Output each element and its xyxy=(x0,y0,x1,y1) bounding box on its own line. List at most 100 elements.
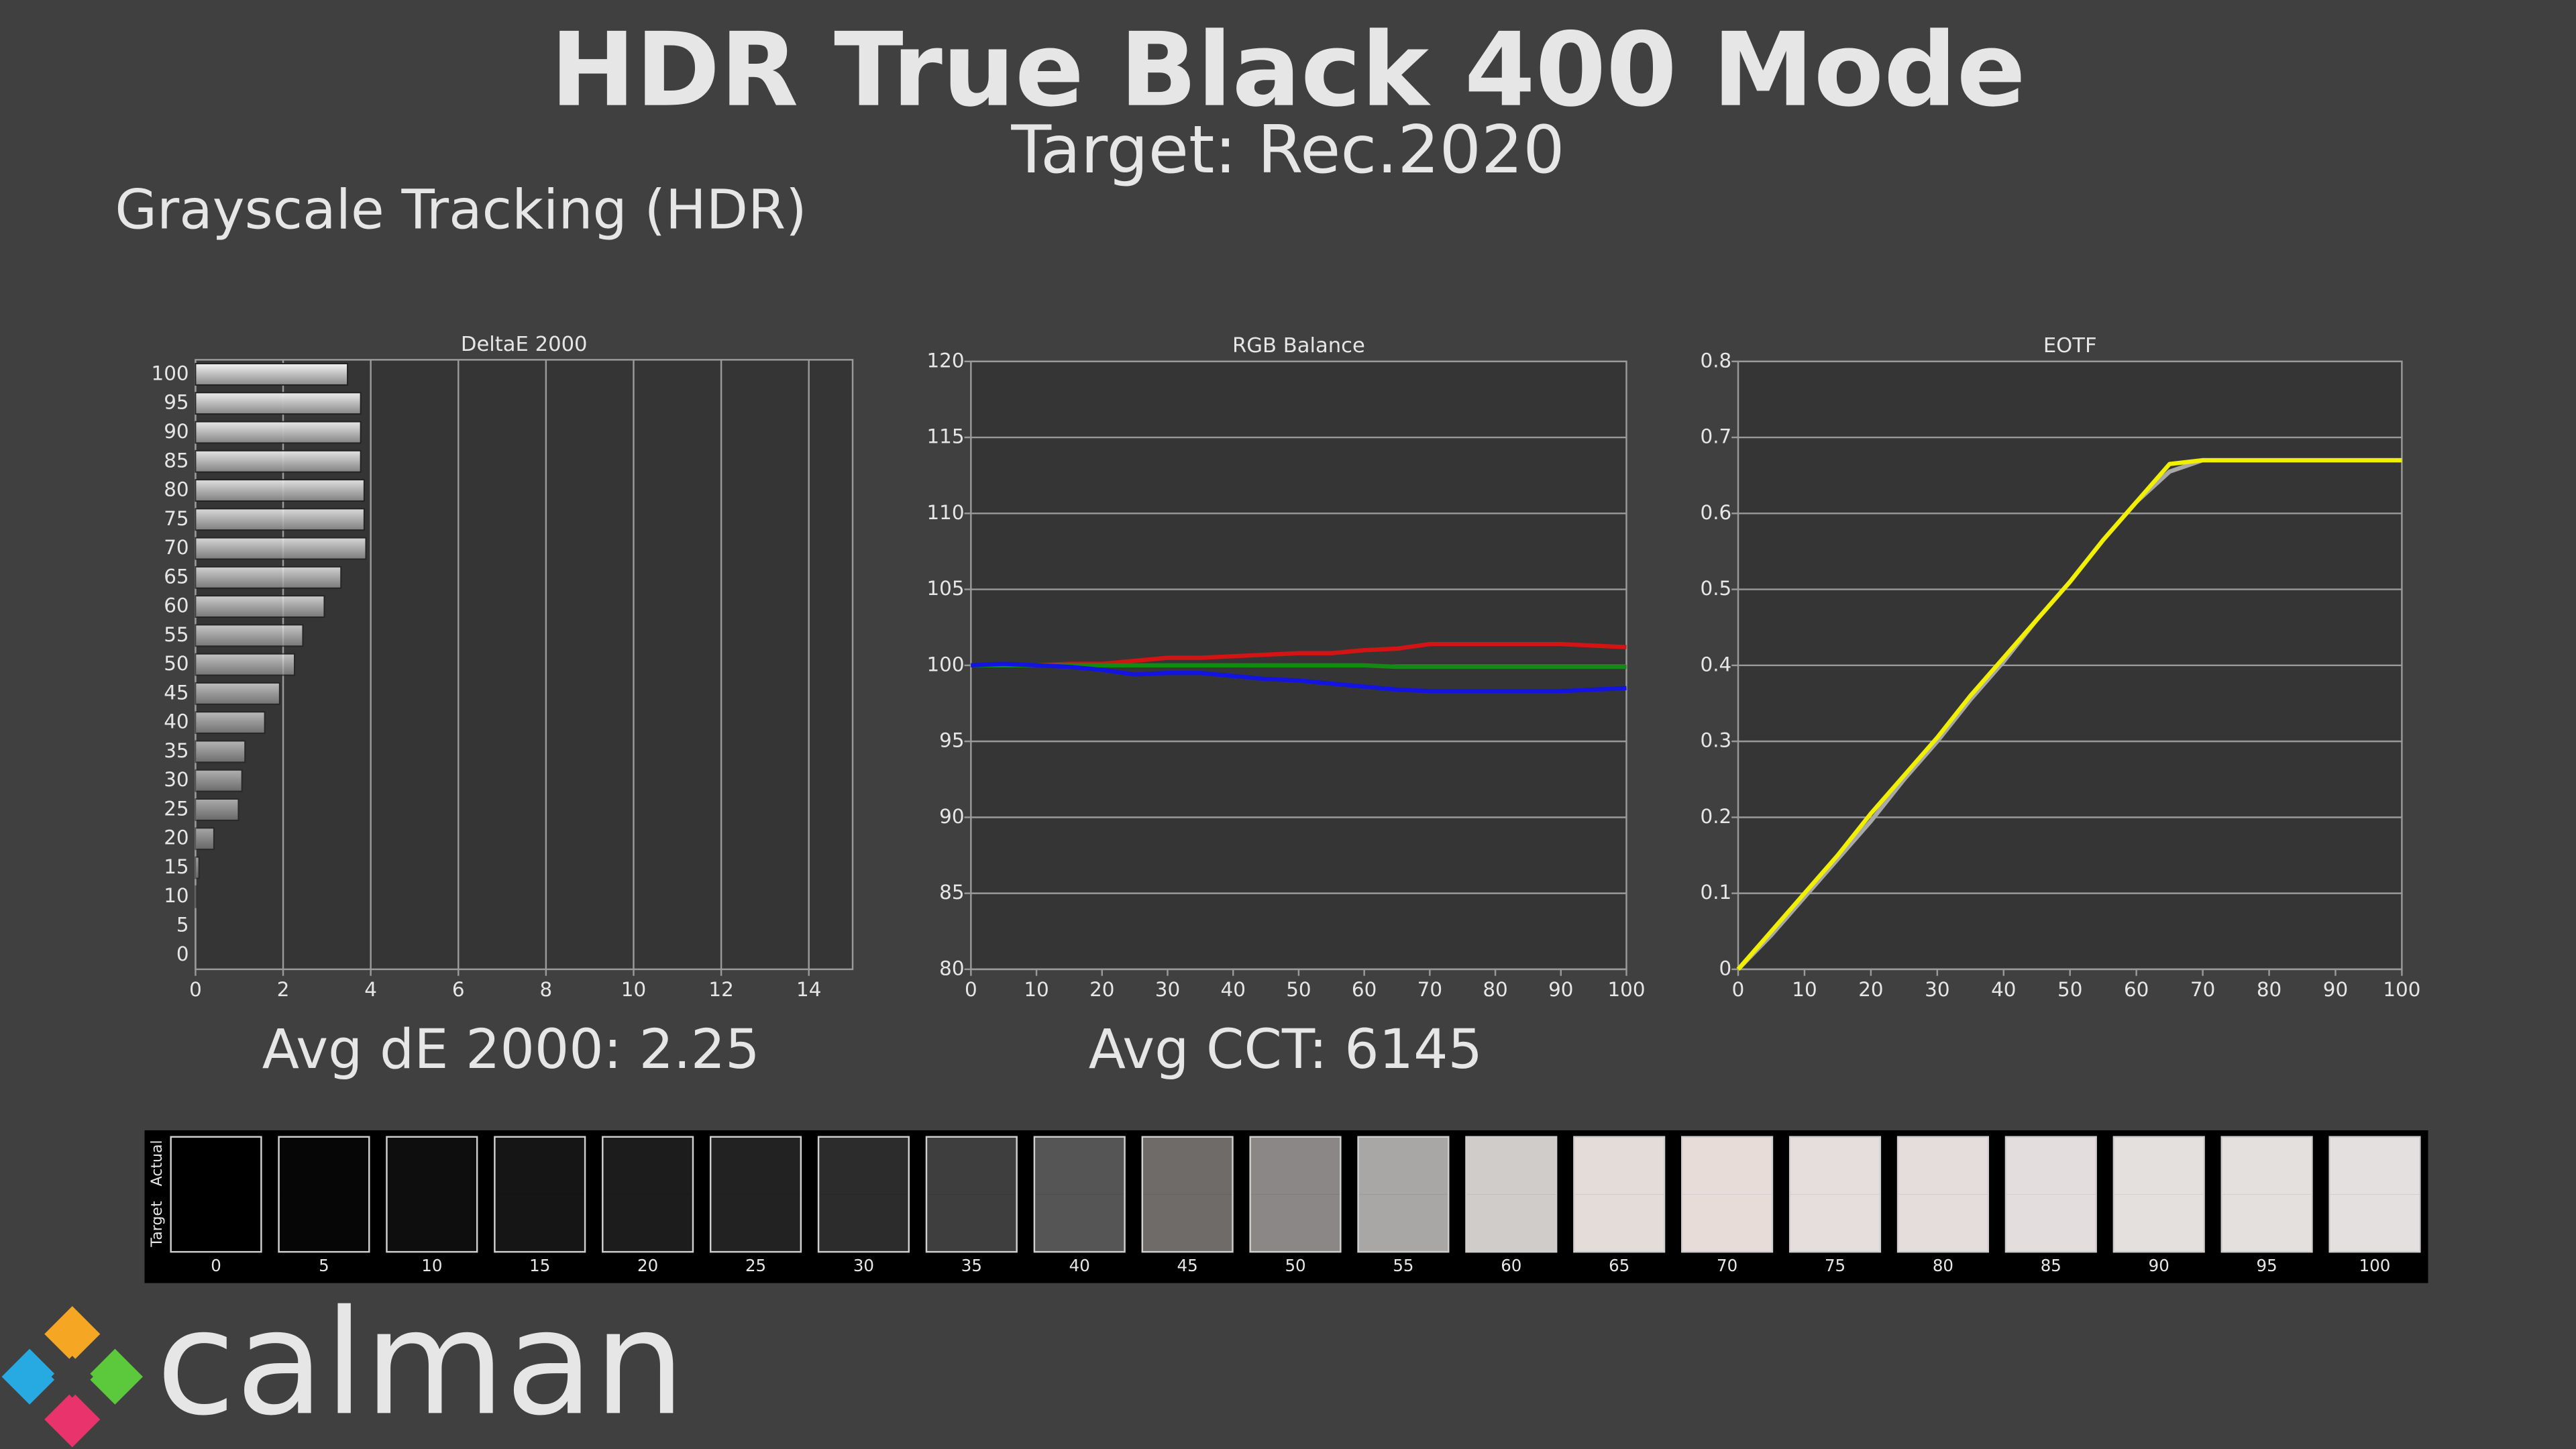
swatch-frame xyxy=(1681,1136,1774,1253)
series-line xyxy=(971,661,1627,694)
y-tick-label: 65 xyxy=(164,565,189,588)
y-tick-label: 0.5 xyxy=(1701,577,1732,600)
bar xyxy=(195,682,280,705)
x-tick-label: 30 xyxy=(1155,978,1180,1001)
y-tick-label: 55 xyxy=(164,623,189,646)
y-tick-label: 90 xyxy=(164,420,189,443)
y-tick-label: 0.7 xyxy=(1701,425,1732,448)
series-line xyxy=(971,663,1627,669)
chart-title: RGB Balance xyxy=(1232,334,1365,358)
x-tick-label: 50 xyxy=(2057,978,2082,1001)
swatch-actual xyxy=(1142,1136,1233,1195)
x-tick-label: 12 xyxy=(708,978,733,1001)
y-tick-label: 0.6 xyxy=(1701,501,1732,524)
swatch-actual xyxy=(1898,1136,1988,1195)
chart-title: DeltaE 2000 xyxy=(461,333,588,356)
swatch-actual xyxy=(1358,1136,1449,1195)
y-tick-label: 0.1 xyxy=(1701,881,1732,904)
subtitle: Target: Rec.2020 xyxy=(1010,112,1564,189)
swatch-label: 90 xyxy=(2149,1256,2169,1275)
swatch-actual xyxy=(1790,1136,1880,1195)
y-tick-label: 80 xyxy=(939,957,964,979)
y-tick-label: 5 xyxy=(176,913,189,936)
swatch-label: 20 xyxy=(637,1256,658,1275)
y-tick-label: 0.2 xyxy=(1701,805,1732,828)
x-tick-label: 30 xyxy=(1925,978,1949,1001)
swatch-actual xyxy=(1034,1136,1125,1195)
bar xyxy=(195,566,342,589)
x-tick-label: 60 xyxy=(1352,978,1377,1001)
y-tick-label: 0.4 xyxy=(1701,653,1732,676)
swatch-actual xyxy=(2005,1136,2096,1195)
title: HDR True Black 400 Mode xyxy=(550,11,2025,129)
y-tick-label: 95 xyxy=(164,391,189,414)
bar xyxy=(195,508,365,531)
bar xyxy=(195,595,325,618)
swatch-actual xyxy=(1466,1136,1557,1195)
y-tick-label: 45 xyxy=(164,681,189,704)
swatch-frame xyxy=(1788,1136,1882,1253)
x-tick-label: 100 xyxy=(2383,978,2420,1001)
swatch-target xyxy=(278,1194,370,1252)
swatch-frame xyxy=(1357,1136,1450,1253)
x-tick-label: 2 xyxy=(277,978,290,1001)
bar xyxy=(195,856,200,879)
swatch-frame xyxy=(1141,1136,1234,1253)
swatch-label: 70 xyxy=(1717,1256,1737,1275)
swatch-frame xyxy=(1249,1136,1342,1253)
bar xyxy=(195,711,266,735)
y-tick-label: 10 xyxy=(164,884,189,907)
swatch-actual xyxy=(386,1136,478,1195)
y-tick-label: 15 xyxy=(164,855,189,878)
swatch-label: 80 xyxy=(1933,1256,1953,1275)
swatch-target xyxy=(2221,1194,2312,1252)
x-tick-label: 100 xyxy=(1607,978,1645,1001)
y-tick-label: 90 xyxy=(939,805,964,828)
swatch-target xyxy=(1250,1194,1341,1252)
y-tick-label: 40 xyxy=(164,710,189,733)
swatch-actual xyxy=(1250,1136,1341,1195)
y-tick-label: 100 xyxy=(926,653,964,676)
y-tick-label: 85 xyxy=(164,449,189,472)
swatch-frame xyxy=(1896,1136,1989,1253)
swatch-frame xyxy=(602,1136,694,1253)
swatch-actual xyxy=(2113,1136,2204,1195)
swatch-label: 40 xyxy=(1069,1256,1090,1275)
swatch-actual xyxy=(494,1136,586,1195)
bar xyxy=(195,421,362,444)
swatch-label: 95 xyxy=(2257,1256,2277,1275)
swatch-label: 60 xyxy=(1501,1256,1521,1275)
bar xyxy=(195,624,304,647)
swatch-target xyxy=(926,1194,1017,1252)
x-tick-label: 0 xyxy=(965,978,977,1001)
swatch-target xyxy=(1790,1194,1880,1252)
logo-text: calman xyxy=(156,1279,686,1447)
y-tick-label: 0.3 xyxy=(1701,729,1732,752)
swatch-target xyxy=(1574,1194,1665,1252)
swatch-target xyxy=(2113,1194,2204,1252)
swatch-label: 75 xyxy=(1825,1256,1845,1275)
swatch-label: 85 xyxy=(2041,1256,2061,1275)
swatch-frame xyxy=(170,1136,262,1253)
swatch-frame xyxy=(2328,1136,2421,1253)
y-tick-label: 85 xyxy=(939,881,964,904)
bar xyxy=(195,769,243,792)
swatch-frame xyxy=(386,1136,478,1253)
bar xyxy=(195,798,239,821)
x-tick-label: 20 xyxy=(1858,978,1883,1001)
swatch-label: 100 xyxy=(2359,1256,2391,1275)
swatch-label: 10 xyxy=(421,1256,442,1275)
x-tick-label: 60 xyxy=(2124,978,2149,1001)
swatch-label: 25 xyxy=(745,1256,766,1275)
y-tick-label: 0 xyxy=(1719,957,1732,979)
swatch-actual xyxy=(2221,1136,2312,1195)
y-tick-label: 0 xyxy=(176,943,189,965)
bar xyxy=(195,449,362,473)
series-line xyxy=(1736,458,2402,971)
swatch-label: 5 xyxy=(319,1256,329,1275)
y-tick-label: 105 xyxy=(926,577,964,600)
swatch-target xyxy=(1142,1194,1233,1252)
x-tick-label: 50 xyxy=(1286,978,1311,1001)
swatch-frame xyxy=(925,1136,1018,1253)
